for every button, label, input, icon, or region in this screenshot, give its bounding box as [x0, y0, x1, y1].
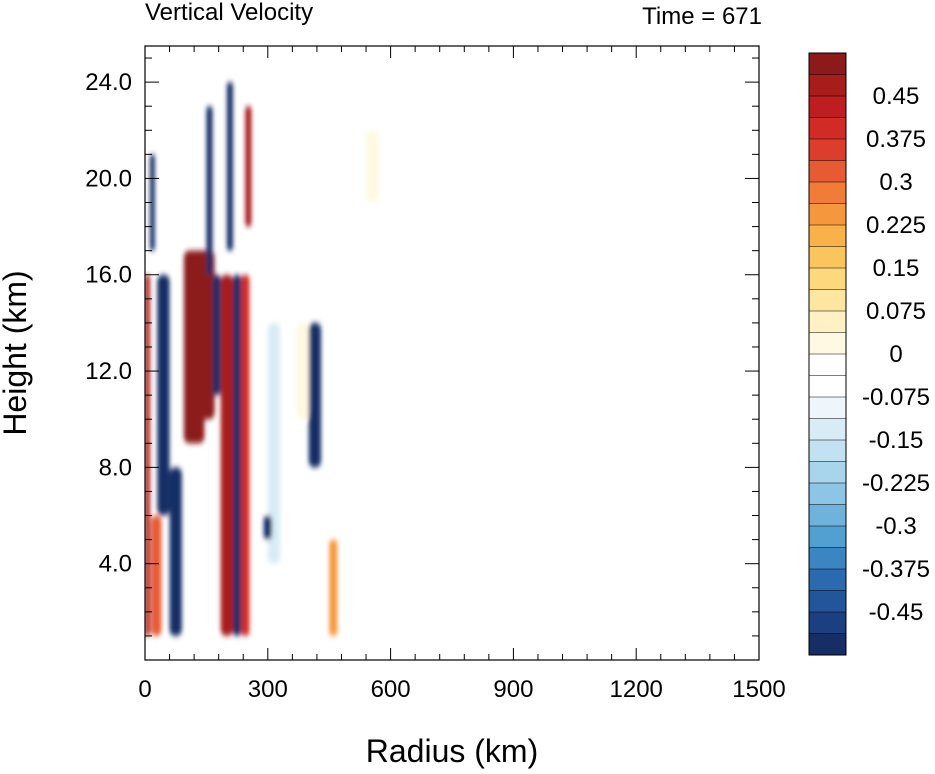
velocity-feature — [220, 274, 234, 636]
colorbar-swatch — [809, 203, 846, 226]
colorbar-swatch — [809, 504, 846, 527]
chart-subtitle: Time = 671 — [642, 3, 762, 30]
colorbar-label: 0.225 — [866, 212, 926, 239]
velocity-feature — [206, 106, 213, 275]
velocity-feature — [263, 515, 272, 540]
velocity-feature — [157, 274, 170, 516]
velocity-feature — [366, 130, 379, 203]
y-axis-ticks: 4.0 8.0 12.0 16.0 20.0 24.0 — [85, 57, 759, 637]
colorbar-swatch — [809, 117, 846, 140]
velocity-feature — [194, 250, 215, 420]
colorbar-swatch — [809, 526, 846, 548]
colorbar-swatch — [809, 375, 846, 398]
colorbar-swatch — [809, 160, 846, 183]
velocity-feature — [169, 467, 182, 636]
colorbar-swatch — [809, 332, 846, 355]
x-tick-label: 1200 — [610, 676, 663, 703]
x-tick-label: 1500 — [732, 676, 785, 703]
colorbar-label: 0.3 — [879, 169, 912, 196]
x-tick-label: 600 — [371, 676, 411, 703]
velocity-feature — [329, 539, 338, 636]
colorbar-swatch — [809, 225, 846, 247]
velocity-feature — [296, 322, 309, 420]
colorbar-swatch — [809, 483, 846, 505]
colorbar-label: -0.3 — [875, 513, 916, 540]
x-tick-label: 0 — [138, 676, 151, 703]
colorbar-swatch — [809, 397, 846, 419]
colorbar-label: -0.075 — [862, 384, 930, 411]
colorbar-swatch — [809, 268, 846, 290]
velocity-feature — [241, 274, 250, 636]
colorbar-swatch — [809, 289, 846, 312]
velocity-feature — [245, 106, 252, 227]
x-axis-ticks: 0 300 600 900 1200 1500 — [138, 46, 786, 703]
colorbar-swatch — [809, 53, 846, 75]
velocity-feature — [233, 274, 242, 636]
y-axis-label: Height (km) — [0, 270, 33, 435]
velocity-feature — [267, 322, 281, 564]
chart-title: Vertical Velocity — [145, 0, 313, 26]
colorbar-label: 0.15 — [873, 255, 920, 282]
colorbar-swatch — [809, 311, 846, 333]
colorbar-swatch — [809, 96, 846, 118]
velocity-feature — [145, 274, 150, 636]
colorbar-swatch — [809, 418, 846, 441]
colorbar-label: -0.15 — [869, 427, 924, 454]
velocity-field — [145, 82, 379, 636]
x-tick-label: 900 — [493, 676, 533, 703]
y-tick-label: 24.0 — [85, 69, 132, 96]
colorbar-swatch — [809, 354, 846, 376]
y-tick-label: 20.0 — [85, 165, 132, 192]
colorbar-swatch — [809, 612, 846, 634]
colorbar-label: 0 — [889, 341, 902, 368]
velocity-feature — [151, 515, 162, 636]
velocity-feature — [308, 322, 322, 468]
colorbar-swatch — [809, 182, 846, 204]
colorbar-swatch — [809, 440, 846, 462]
x-axis-label: Radius (km) — [366, 733, 538, 769]
colorbar-swatch — [809, 461, 846, 484]
colorbar-swatch — [809, 246, 846, 269]
plot-area: 0 300 600 900 1200 1500 4.0 8.0 12.0 16.0 20.0 24.… — [85, 45, 786, 703]
colorbar-swatch — [809, 569, 846, 591]
colorbar-label: -0.375 — [862, 556, 930, 583]
colorbar-label: -0.45 — [869, 599, 924, 626]
colorbar-swatch — [809, 547, 846, 570]
x-tick-label: 300 — [248, 676, 288, 703]
y-tick-label: 12.0 — [85, 358, 132, 385]
colorbar-swatch — [809, 139, 846, 161]
colorbar-label: -0.225 — [862, 470, 930, 497]
colorbar-swatch — [809, 633, 846, 656]
colorbar-frame — [808, 52, 847, 656]
colorbar-label: 0.375 — [866, 126, 926, 153]
y-tick-label: 4.0 — [99, 551, 132, 578]
velocity-feature — [226, 82, 234, 251]
y-tick-label: 8.0 — [99, 454, 132, 481]
colorbar-label: 0.075 — [866, 298, 926, 325]
velocity-feature — [212, 274, 221, 396]
colorbar: 0.45 0.375 0.3 0.225 0.15 0.075 0 -0.075 -0.15 -0… — [808, 52, 930, 656]
colorbar-label: 0.45 — [873, 83, 920, 110]
colorbar-swatch — [809, 590, 846, 613]
y-tick-label: 16.0 — [85, 262, 132, 289]
plot-frame — [144, 45, 760, 661]
colorbar-swatch — [809, 74, 846, 97]
